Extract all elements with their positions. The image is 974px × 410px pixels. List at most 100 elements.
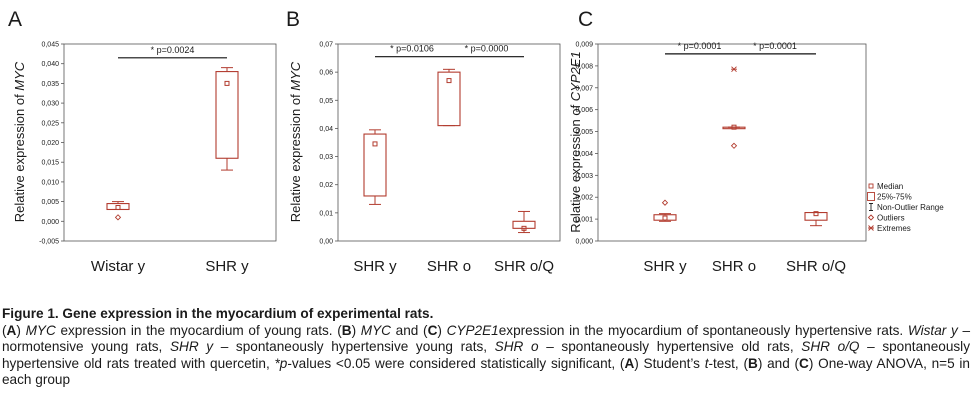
plot-frame: [63, 43, 277, 242]
plot-frame: [597, 43, 867, 242]
y-tick-label: 0,05: [319, 98, 333, 105]
x-tick-label: Wistar y: [91, 258, 146, 275]
legend-item-box: 25%-75%: [867, 192, 912, 202]
caption-title: Figure 1. Gene expression in the myocard…: [2, 306, 434, 321]
chart-legend: Median 25%-75%Non-Outlier Range OutliersEx…: [867, 182, 944, 233]
box-shr-o-q: [804, 211, 828, 227]
legend-extreme-icon: [868, 225, 874, 231]
y-tick-label: 0,001: [575, 217, 593, 224]
median-marker: [731, 124, 737, 130]
y-tick-label: 0,03: [319, 154, 333, 161]
y-tick-label: 0,035: [41, 81, 59, 88]
x-tick-label: SHR o: [712, 258, 756, 275]
extreme-point: [731, 66, 737, 72]
y-tick-label: 0,02: [319, 182, 333, 189]
legend-label: Median: [877, 182, 903, 191]
plot-frame: [337, 43, 561, 242]
y-tick-label: 0,01: [319, 210, 333, 217]
y-tick-label: 0,006: [575, 107, 593, 114]
x-tick-label: SHR o/Q: [786, 258, 846, 275]
significance-label: * p=0.0001: [753, 41, 797, 51]
panel-label: A: [8, 8, 22, 31]
box-iqr: [804, 211, 828, 221]
y-tick-label: 0,025: [41, 120, 59, 127]
median-marker: [662, 215, 668, 221]
panel-label: C: [578, 8, 593, 31]
y-tick-label: 0,005: [41, 199, 59, 206]
y-tick-label: 0,004: [575, 151, 593, 158]
y-axis-label: Relative expression of MYC: [288, 61, 303, 222]
y-tick-label: 0,00: [319, 239, 333, 246]
y-tick-label: 0,06: [319, 70, 333, 77]
box-wistar-y: [106, 201, 130, 221]
y-tick-label: 0,040: [41, 61, 59, 68]
median-marker: [224, 80, 230, 86]
box-iqr: [215, 71, 239, 159]
x-tick-label: SHR y: [353, 258, 397, 275]
median-marker: [813, 211, 819, 217]
figure-caption: Figure 1. Gene expression in the myocard…: [2, 306, 970, 389]
y-tick-label: 0,009: [575, 42, 593, 49]
significance-label: * p=0.0024: [151, 45, 195, 55]
box-iqr: [106, 203, 130, 211]
box-shr-y: [215, 67, 239, 171]
y-tick-label: 0,030: [41, 101, 59, 108]
median-marker: [521, 225, 527, 231]
legend-label: 25%-75%: [877, 193, 912, 202]
box-iqr: [512, 220, 536, 229]
legend-median-icon: [868, 183, 874, 189]
significance-label: * p=0.0001: [678, 41, 722, 51]
y-tick-label: 0,010: [41, 179, 59, 186]
chart-panel-a: A -0,005 0,000 0,005 0,010 0,015 0,020 0,025 0,0…: [8, 8, 277, 275]
y-tick-label: 0,04: [319, 126, 333, 133]
box-shr-y: [363, 129, 387, 205]
outlier-point: [114, 214, 122, 221]
x-tick-label: SHR y: [205, 258, 249, 275]
legend-item-extreme: Extremes: [868, 224, 911, 233]
median-marker: [446, 78, 452, 84]
outlier-point: [661, 199, 669, 206]
y-tick-label: -0,005: [39, 239, 59, 246]
y-tick-label: 0,002: [575, 195, 593, 202]
x-tick-label: SHR o: [427, 258, 471, 275]
significance-label: * p=0.0106: [390, 44, 434, 54]
y-tick-label: 0,003: [575, 173, 593, 180]
legend-label: Extremes: [877, 224, 911, 233]
legend-item-median: Median: [868, 182, 903, 191]
legend-outlier-icon: [867, 214, 875, 221]
x-tick-label: SHR y: [643, 258, 687, 275]
y-tick-label: 0,020: [41, 140, 59, 147]
y-tick-label: 0,007: [575, 85, 593, 92]
panel-label: B: [286, 8, 300, 31]
legend-whisker-icon: [869, 203, 873, 211]
legend-label: Non-Outlier Range: [877, 203, 944, 212]
y-tick-label: 0,000: [575, 239, 593, 246]
y-tick-label: 0,005: [575, 129, 593, 136]
legend-box-icon: [867, 192, 875, 201]
box-iqr: [722, 126, 746, 130]
y-tick-label: 0,008: [575, 63, 593, 70]
chart-panel-c: C 0,000 0,001 0,002 0,003 0,004 0,005 0,006 0,00…: [568, 8, 867, 275]
y-tick-label: 0,015: [41, 160, 59, 167]
median-marker: [372, 141, 378, 147]
x-tick-label: SHR o/Q: [494, 258, 554, 275]
box-shr-o: [437, 68, 461, 127]
box-iqr: [363, 133, 387, 197]
box-shr-o-q: [512, 210, 536, 234]
outlier-point: [730, 142, 738, 149]
figure-panels: A -0,005 0,000 0,005 0,010 0,015 0,020 0,025 0,0…: [8, 8, 944, 275]
box-shr-y: [653, 199, 677, 222]
caption-body: (A) MYC expression in the myocardium of …: [2, 322, 970, 388]
legend-label: Outliers: [877, 214, 905, 223]
median-marker: [115, 205, 121, 211]
y-tick-label: 0,000: [41, 219, 59, 226]
chart-panel-b: B 0,00 0,01 0,02 0,03 0,04 0,05 0,06 0,07 Relativ…: [286, 8, 561, 275]
box-iqr: [437, 71, 461, 127]
y-tick-label: 0,07: [319, 42, 333, 49]
y-tick-label: 0,045: [41, 42, 59, 49]
legend-item-outlier: Outliers: [867, 214, 905, 223]
legend-item-whisker: Non-Outlier Range: [869, 203, 944, 212]
box-shr-o: [722, 66, 746, 149]
y-axis-label: Relative expression of CYP2E1: [568, 51, 583, 232]
significance-label: * p=0.0000: [465, 44, 509, 54]
